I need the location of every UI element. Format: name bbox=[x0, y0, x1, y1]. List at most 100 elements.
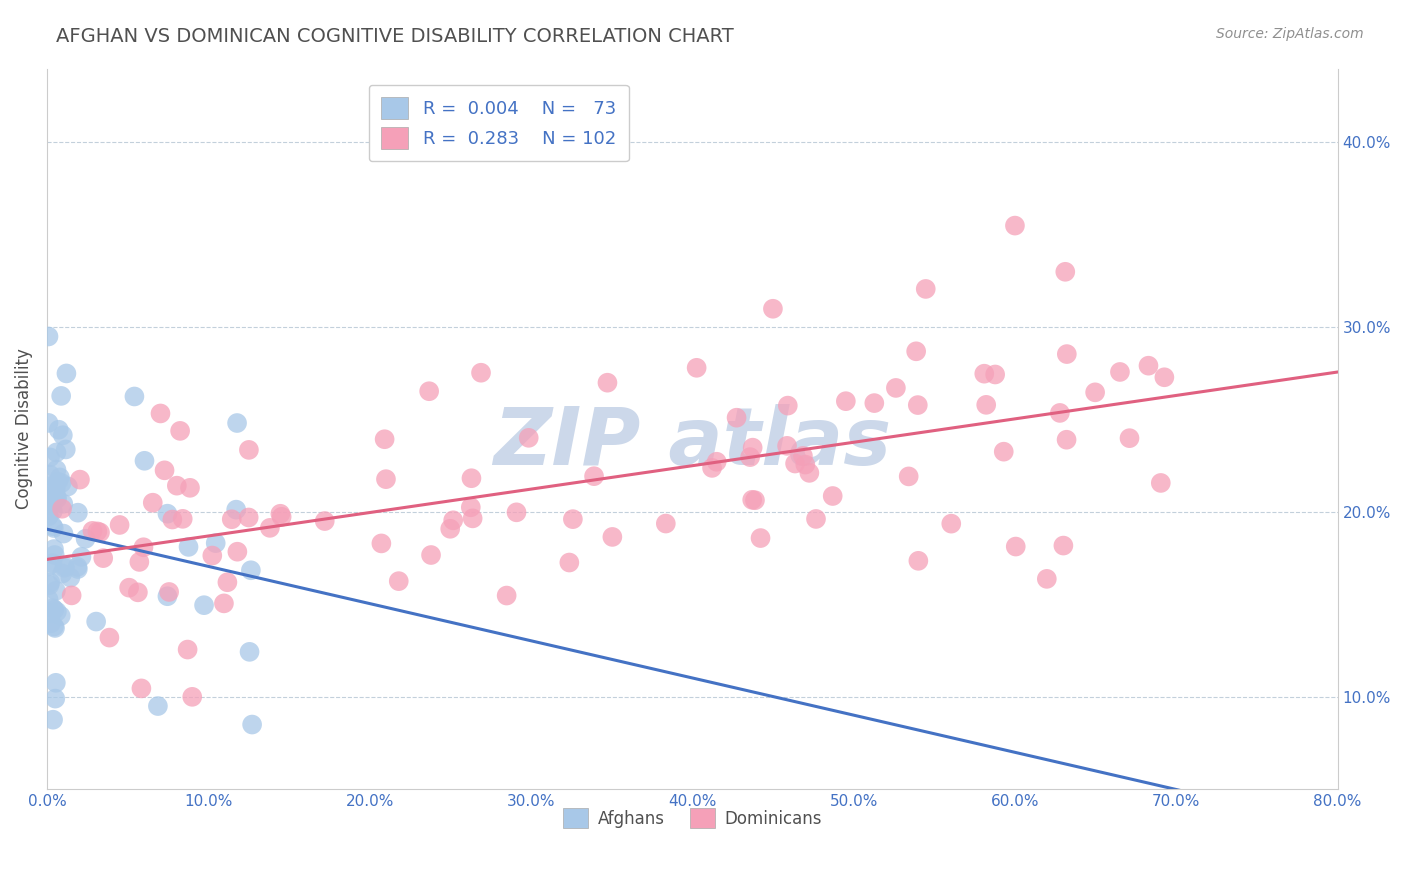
Point bbox=[741, 441, 763, 455]
Point bbox=[70, 549, 93, 564]
Point bbox=[794, 458, 817, 472]
Point bbox=[42, 521, 65, 535]
Point bbox=[98, 631, 121, 645]
Point bbox=[821, 489, 844, 503]
Point bbox=[53, 559, 76, 574]
Point bbox=[1054, 265, 1077, 279]
Point bbox=[561, 512, 583, 526]
Point bbox=[204, 536, 226, 550]
Point bbox=[1056, 433, 1078, 447]
Point bbox=[1118, 431, 1140, 445]
Point bbox=[46, 475, 69, 489]
Point bbox=[1153, 370, 1175, 384]
Point bbox=[166, 478, 188, 492]
Point bbox=[1052, 539, 1074, 553]
Point bbox=[41, 497, 63, 511]
Point bbox=[602, 530, 624, 544]
Point bbox=[124, 389, 146, 403]
Point bbox=[149, 407, 172, 421]
Point bbox=[441, 513, 464, 527]
Point bbox=[82, 524, 104, 538]
Point bbox=[238, 645, 260, 659]
Point bbox=[42, 504, 65, 518]
Point bbox=[48, 423, 70, 437]
Point bbox=[146, 699, 169, 714]
Point bbox=[51, 501, 73, 516]
Point bbox=[45, 675, 67, 690]
Point bbox=[700, 461, 723, 475]
Point bbox=[41, 556, 63, 570]
Point bbox=[897, 469, 920, 483]
Point bbox=[375, 472, 398, 486]
Point bbox=[1109, 365, 1132, 379]
Point bbox=[42, 489, 65, 503]
Point bbox=[45, 445, 67, 459]
Point bbox=[46, 491, 69, 506]
Point bbox=[973, 367, 995, 381]
Point bbox=[156, 507, 179, 521]
Point bbox=[762, 301, 785, 316]
Point bbox=[131, 681, 153, 696]
Point bbox=[69, 473, 91, 487]
Point bbox=[39, 499, 62, 513]
Point bbox=[37, 479, 59, 493]
Point bbox=[884, 381, 907, 395]
Point bbox=[56, 479, 79, 493]
Point bbox=[583, 469, 606, 483]
Point bbox=[44, 481, 66, 495]
Point bbox=[44, 603, 66, 617]
Point bbox=[176, 642, 198, 657]
Point bbox=[52, 428, 75, 442]
Point bbox=[172, 512, 194, 526]
Point bbox=[863, 396, 886, 410]
Point bbox=[238, 510, 260, 524]
Point bbox=[259, 521, 281, 535]
Point bbox=[314, 514, 336, 528]
Point bbox=[776, 439, 799, 453]
Point bbox=[370, 536, 392, 550]
Point bbox=[212, 596, 235, 610]
Legend: Afghans, Dominicans: Afghans, Dominicans bbox=[555, 801, 828, 835]
Point bbox=[749, 531, 772, 545]
Point bbox=[239, 563, 262, 577]
Point bbox=[51, 566, 73, 581]
Point bbox=[37, 416, 59, 430]
Point bbox=[799, 466, 821, 480]
Point bbox=[984, 368, 1007, 382]
Text: AFGHAN VS DOMINICAN COGNITIVE DISABILITY CORRELATION CHART: AFGHAN VS DOMINICAN COGNITIVE DISABILITY… bbox=[56, 27, 734, 45]
Point bbox=[59, 571, 82, 585]
Point bbox=[162, 512, 184, 526]
Point bbox=[740, 450, 762, 464]
Point bbox=[39, 616, 62, 631]
Point bbox=[1049, 406, 1071, 420]
Point bbox=[44, 548, 66, 562]
Point bbox=[374, 432, 396, 446]
Point bbox=[37, 592, 59, 607]
Point bbox=[835, 394, 858, 409]
Point bbox=[179, 481, 201, 495]
Point bbox=[89, 525, 111, 540]
Point bbox=[66, 559, 89, 574]
Point bbox=[792, 449, 814, 463]
Point bbox=[51, 476, 73, 491]
Point bbox=[127, 585, 149, 599]
Point bbox=[1137, 359, 1160, 373]
Point bbox=[42, 519, 65, 533]
Point bbox=[37, 508, 59, 522]
Point bbox=[470, 366, 492, 380]
Point bbox=[52, 526, 75, 541]
Point bbox=[439, 522, 461, 536]
Point bbox=[118, 581, 141, 595]
Point bbox=[596, 376, 619, 390]
Point bbox=[706, 455, 728, 469]
Point bbox=[193, 598, 215, 612]
Point bbox=[55, 367, 77, 381]
Point bbox=[39, 575, 62, 590]
Point bbox=[66, 506, 89, 520]
Point bbox=[39, 607, 62, 621]
Point bbox=[270, 509, 292, 524]
Point bbox=[388, 574, 411, 589]
Point bbox=[240, 717, 263, 731]
Point bbox=[907, 398, 929, 412]
Point bbox=[42, 542, 65, 557]
